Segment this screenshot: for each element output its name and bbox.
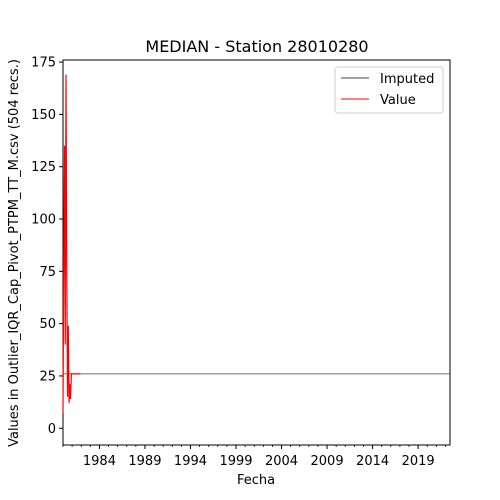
x-tick-label: 1994 xyxy=(174,454,207,469)
y-axis-title: Values in Outlier_IQR_Cap_Pivot_PTPM_TT_… xyxy=(7,59,22,447)
legend: Imputed Value xyxy=(334,66,444,114)
x-tick-label: 1989 xyxy=(128,454,161,469)
x-tick-label: 2019 xyxy=(402,454,435,469)
y-tick-label: 25 xyxy=(39,369,56,384)
series-line-value xyxy=(62,74,81,414)
y-axis: 0 25 50 75 100 125 150 175 xyxy=(31,56,63,437)
y-tick-label: 75 xyxy=(39,265,56,280)
series-layer xyxy=(62,74,450,414)
x-axis: 1984 1989 1994 1999 2004 2009 2014 2019 xyxy=(62,445,446,469)
plot-frame xyxy=(62,59,451,446)
x-tick-label: 2014 xyxy=(356,454,389,469)
legend-label-imputed: Imputed xyxy=(380,72,434,87)
chart-title: MEDIAN - Station 28010280 xyxy=(145,37,368,56)
y-tick-label: 150 xyxy=(31,108,56,123)
x-tick-label: 2004 xyxy=(265,454,298,469)
x-tick-label: 1999 xyxy=(219,454,252,469)
y-tick-label: 50 xyxy=(39,317,56,332)
legend-label-value: Value xyxy=(380,93,416,108)
plot-area xyxy=(62,59,451,446)
x-tick-label: 1984 xyxy=(83,454,116,469)
y-tick-label: 125 xyxy=(31,160,56,175)
y-tick-label: 0 xyxy=(48,422,56,437)
x-axis-title: Fecha xyxy=(237,473,275,488)
y-tick-label: 100 xyxy=(31,213,56,228)
x-tick-label: 2009 xyxy=(311,454,344,469)
y-tick-label: 175 xyxy=(31,56,56,71)
